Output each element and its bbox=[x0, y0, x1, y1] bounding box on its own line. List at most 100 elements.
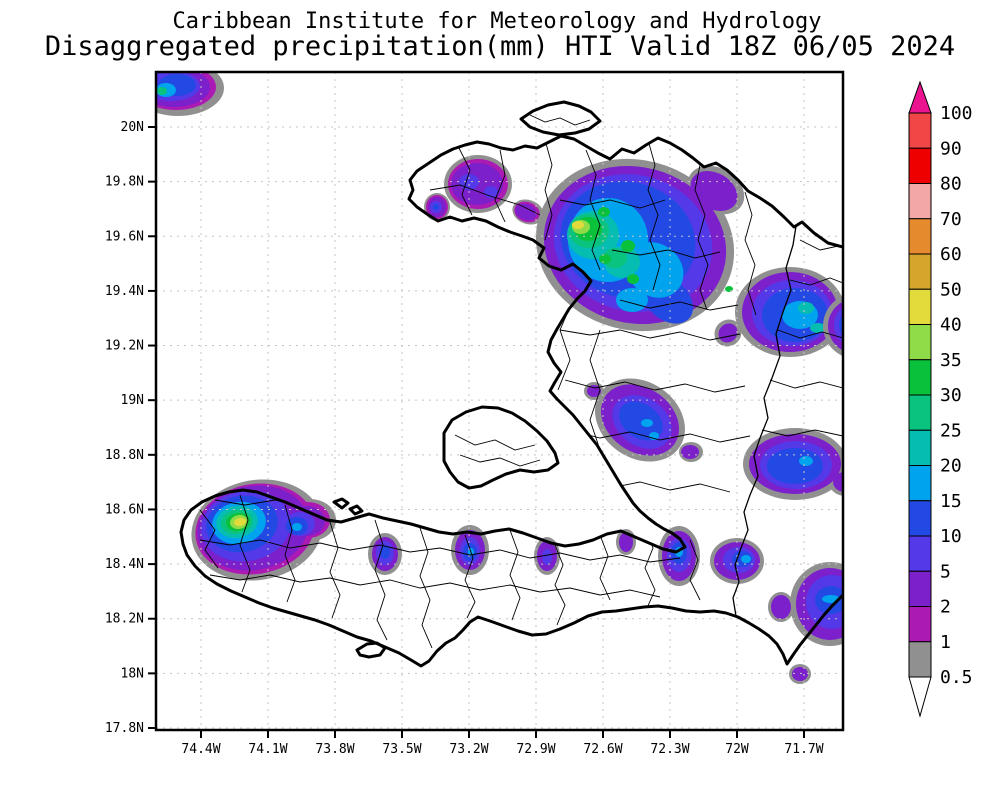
y-tick-label: 19.8N bbox=[105, 175, 144, 190]
island-gonave bbox=[442, 405, 560, 490]
axes: 74.4W 74.1W 73.8W 73.5W 73.2W 72.9W 72.6W 72.3W… bbox=[105, 120, 824, 757]
colorbar-label: 50 bbox=[940, 279, 962, 300]
y-tick-label: 19.2N bbox=[105, 339, 144, 354]
x-tick-label: 74.4W bbox=[181, 742, 220, 757]
page-subtitle: Disaggregated precipitation(mm) HTI Vali… bbox=[45, 31, 955, 62]
y-tick-label: 19N bbox=[121, 393, 144, 408]
colorbar-segment bbox=[908, 359, 932, 396]
colorbar-segment bbox=[908, 500, 932, 537]
colorbar-label: 1 bbox=[940, 632, 951, 653]
precip-contour-30mm bbox=[621, 240, 635, 252]
precip-contour-40mm bbox=[572, 221, 584, 229]
precip-contour-2mm bbox=[619, 532, 633, 552]
x-tick-label: 72.9W bbox=[516, 742, 555, 757]
colorbar-label: 80 bbox=[940, 174, 962, 195]
colorbar-label: 25 bbox=[940, 420, 962, 441]
colorbar-label: 35 bbox=[940, 350, 962, 371]
colorbar: 100 90 80 70 60 50 40 35 30 25 20 15 10 5 2 1 0.5 bbox=[908, 80, 973, 718]
precip-contour-15mm bbox=[741, 555, 751, 563]
precip-contour-15mm bbox=[292, 523, 302, 531]
colorbar-label: 0.5 bbox=[940, 667, 973, 688]
x-tick-label: 71.7W bbox=[784, 742, 823, 757]
colorbar-segment bbox=[908, 288, 932, 325]
colorbar-segment bbox=[908, 570, 932, 607]
x-tick-label: 73.5W bbox=[382, 742, 421, 757]
precipitation-layer bbox=[156, 72, 857, 684]
colorbar-segment bbox=[908, 465, 932, 502]
precip-contour-30mm bbox=[627, 274, 639, 284]
island-tortuga bbox=[519, 100, 602, 137]
precip-contour-15mm bbox=[626, 242, 684, 298]
colorbar-segment bbox=[908, 429, 932, 466]
precip-contour-5mm bbox=[459, 174, 479, 190]
precip-cell-small-west bbox=[424, 193, 450, 221]
y-tick-label: 18.8N bbox=[105, 448, 144, 463]
x-tick-label: 72.6W bbox=[583, 742, 622, 757]
precip-contour-2mm bbox=[690, 171, 738, 211]
y-tick-label: 20N bbox=[121, 120, 144, 135]
colorbar-label: 30 bbox=[940, 385, 962, 406]
precip-contour-15mm bbox=[616, 288, 648, 312]
precip-cell-center-east bbox=[584, 378, 703, 462]
x-tick-label: 72.3W bbox=[650, 742, 689, 757]
precip-contour-20mm bbox=[798, 302, 814, 314]
colorbar-label: 2 bbox=[940, 597, 951, 618]
y-tick-label: 17.8N bbox=[105, 721, 144, 736]
colorbar-segment bbox=[908, 394, 932, 431]
colorbar-top-arrow bbox=[908, 80, 932, 114]
colorbar-label: 15 bbox=[940, 491, 962, 512]
colorbar-segment bbox=[908, 324, 932, 361]
precip-contour-2mm bbox=[833, 472, 843, 492]
map-frame bbox=[154, 70, 845, 732]
precip-contour-2mm bbox=[771, 595, 791, 619]
precip-contour-25mm bbox=[157, 87, 167, 95]
y-tick-label: 18.6N bbox=[105, 502, 144, 517]
precip-contour-10mm bbox=[433, 204, 439, 210]
precip-contour-30mm bbox=[599, 254, 611, 264]
precip-cell-south-coast-5 bbox=[658, 526, 700, 586]
precip-contour-5mm bbox=[542, 549, 552, 565]
colorbar-label: 10 bbox=[940, 526, 962, 547]
precip-cell-right-edge-188 bbox=[743, 428, 843, 500]
colorbar-segment bbox=[908, 606, 932, 643]
precip-contour-5mm bbox=[834, 306, 843, 344]
precip-contour-2mm bbox=[587, 385, 601, 397]
precip-cell-south-coast-1 bbox=[368, 533, 402, 575]
precip-contour-15mm bbox=[845, 321, 857, 335]
precip-contour-15mm bbox=[799, 456, 813, 466]
coastline-hispaniola bbox=[179, 134, 843, 668]
haiti-dr-border bbox=[732, 219, 798, 617]
y-tick-label: 18N bbox=[121, 666, 144, 681]
y-tick-label: 19.6N bbox=[105, 229, 144, 244]
colorbar-segment bbox=[908, 112, 932, 149]
colorbar-label: 90 bbox=[940, 138, 962, 159]
precip-contour-2mm bbox=[792, 667, 808, 681]
colorbar-label: 20 bbox=[940, 456, 962, 477]
precip-cell-border-diamond bbox=[714, 319, 742, 347]
precip-cell-right-edge-mid bbox=[823, 295, 857, 357]
colorbar-label: 70 bbox=[940, 209, 962, 230]
precip-contour-10mm bbox=[767, 448, 823, 484]
x-tick-label: 72W bbox=[725, 742, 749, 757]
precip-cell-south-coast-4 bbox=[616, 529, 636, 555]
precip-contour-15mm bbox=[641, 419, 653, 427]
y-tick-label: 19.4N bbox=[105, 284, 144, 299]
x-tick-label: 73.8W bbox=[315, 742, 354, 757]
colorbar-segment bbox=[908, 183, 932, 220]
precip-cell-south-coast-3 bbox=[534, 537, 560, 575]
colorbar-label: 60 bbox=[940, 244, 962, 265]
gridlines bbox=[156, 72, 843, 730]
y-tick-label: 18.2N bbox=[105, 612, 144, 627]
map-linework bbox=[179, 100, 843, 668]
colorbar-label: 40 bbox=[940, 315, 962, 336]
precip-cell-topleft-corner bbox=[156, 72, 224, 116]
precip-cell-southeast-edge bbox=[768, 562, 843, 684]
precip-cell-southwest-main bbox=[191, 479, 336, 581]
y-tick-label: 18.4N bbox=[105, 557, 144, 572]
colorbar-segment bbox=[908, 535, 932, 572]
x-tick-label: 74.1W bbox=[248, 742, 287, 757]
precip-contour-25mm bbox=[603, 248, 627, 268]
colorbar-segment bbox=[908, 147, 932, 184]
